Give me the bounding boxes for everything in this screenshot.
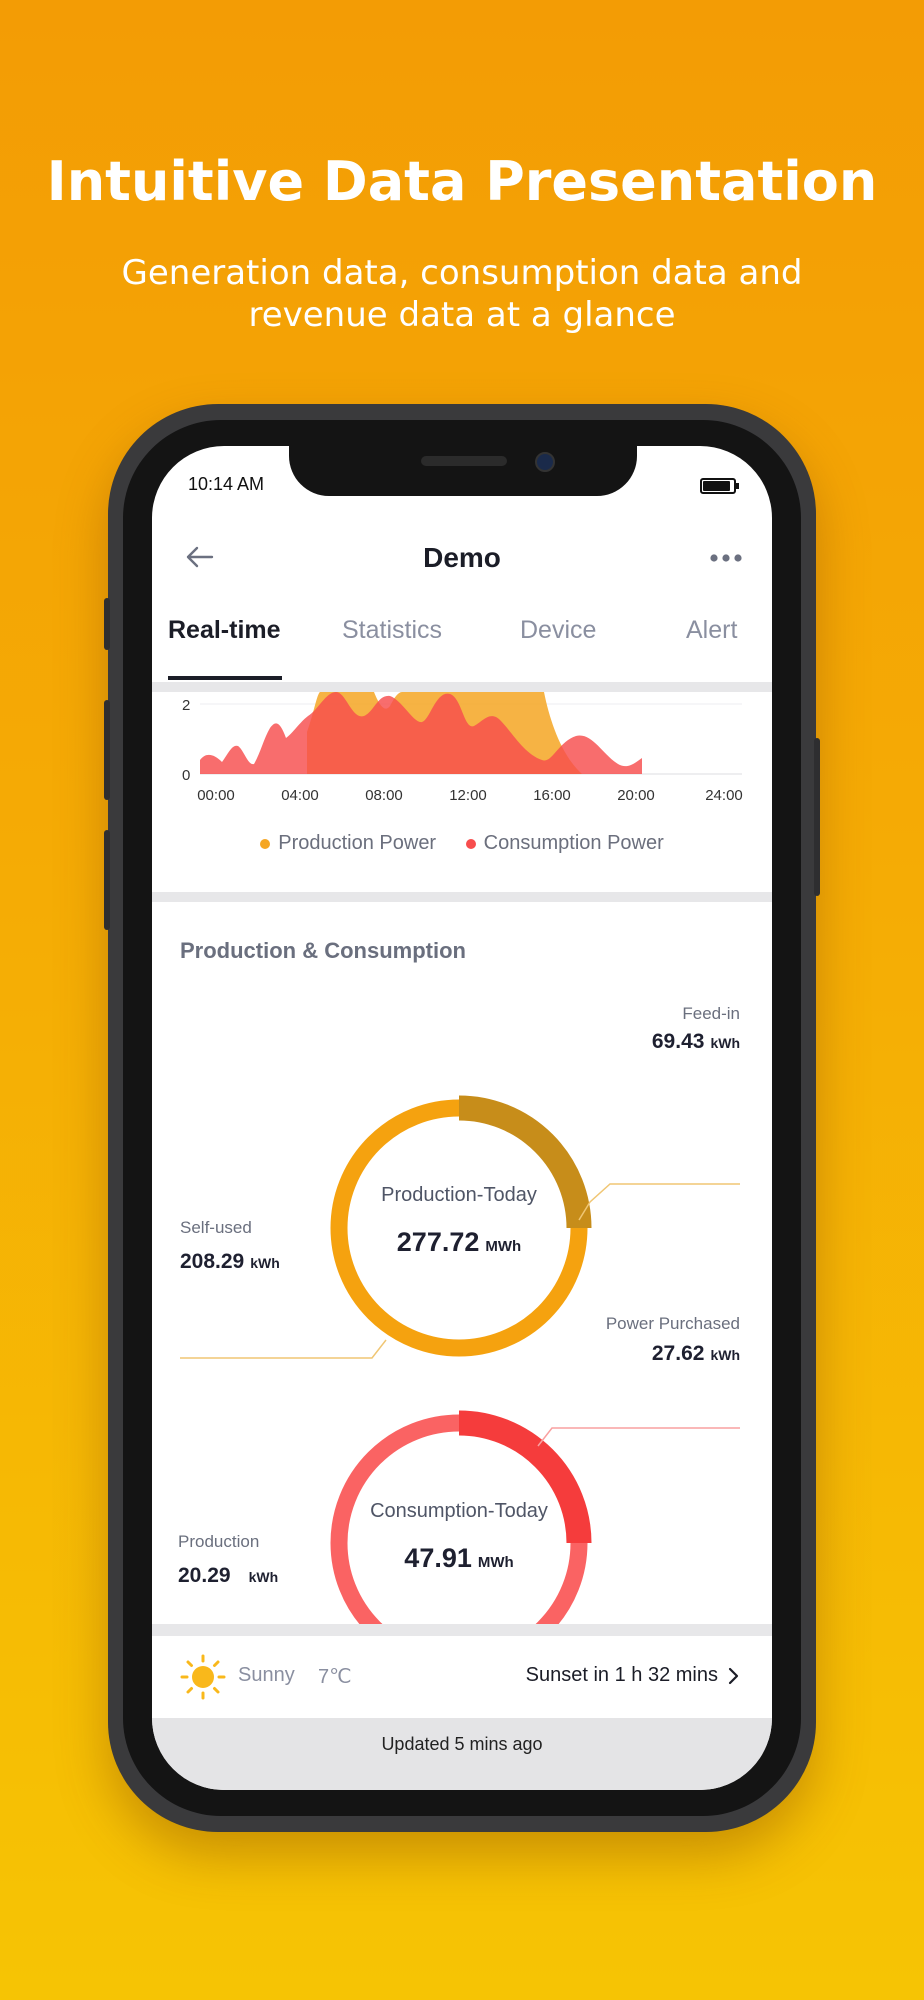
- x-tick-label: 12:00: [449, 787, 487, 804]
- power-purchased-label: Power Purchased: [605, 1314, 740, 1333]
- last-updated-text: Updated 5 mins ago: [381, 1734, 543, 1754]
- production-today-title: Production-Today: [381, 1184, 537, 1206]
- legend-consumption-power[interactable]: Consumption Power: [465, 832, 664, 855]
- consumption-today-value: 47.91 MWh: [404, 1543, 514, 1573]
- section-title-production-consumption: Production & Consumption: [180, 938, 466, 963]
- donut-charts: [180, 1095, 740, 1626]
- y-tick-label: 2: [182, 697, 190, 714]
- self-used-label: Self-used: [180, 1218, 252, 1237]
- purchased-leader-line: [537, 1427, 740, 1447]
- legend-dot-consumption: [465, 838, 476, 849]
- chevron-right-icon: [726, 1666, 740, 1686]
- sunset-countdown: Sunset in 1 h 32 mins: [525, 1664, 718, 1686]
- legend-dot-production: [260, 838, 271, 849]
- section-divider: [152, 892, 772, 902]
- status-time: 10:14 AM: [188, 474, 265, 494]
- tab-real-time[interactable]: Real-time: [168, 616, 281, 644]
- production-today-summary: Production-Today 277.72 MWh: [309, 1184, 609, 1258]
- section-divider: [152, 1624, 772, 1636]
- consumption-production-label: Production: [178, 1532, 260, 1551]
- phone-volume-up: [104, 700, 110, 800]
- power-chart: 2 0 00:00 04:00 08:00 12:00 16:00 20:00 …: [152, 692, 772, 862]
- tab-device[interactable]: Device: [520, 616, 597, 644]
- x-tick-label: 20:00: [617, 787, 655, 804]
- tab-statistics[interactable]: Statistics: [342, 616, 443, 644]
- tab-alert[interactable]: Alert: [686, 616, 738, 644]
- weather-temperature: 7℃: [318, 1666, 352, 1688]
- feed-in-leader-line: [578, 1183, 740, 1221]
- phone-volume-down: [104, 830, 110, 930]
- weather-row[interactable]: Sunny 7℃ Sunset in 1 h 32 mins: [152, 1636, 772, 1718]
- app-screen: 10:14 AM Demo Real-time Statistics Devic…: [152, 446, 772, 1790]
- phone-notch: [289, 446, 637, 496]
- promo-subline-2: revenue data at a glance: [248, 295, 676, 335]
- purchased-segment: [458, 1410, 592, 1544]
- front-camera: [535, 452, 555, 472]
- x-tick-label: 16:00: [533, 787, 571, 804]
- legend-production-power[interactable]: Production Power: [260, 832, 436, 855]
- speaker-grille: [421, 456, 507, 466]
- x-tick-label: 24:00: [705, 787, 743, 804]
- promo-subline-1: Generation data, consumption data and: [121, 253, 803, 293]
- production-today-value: 277.72 MWh: [396, 1227, 522, 1257]
- promo-subheadline: Generation data, consumption data and re…: [112, 252, 812, 336]
- y-tick-label: 0: [182, 767, 190, 784]
- feed-in-segment: [458, 1095, 592, 1229]
- tab-bar: Real-time Statistics Device Alert: [152, 606, 772, 668]
- active-tab-indicator: [168, 676, 282, 680]
- consumption-production-value: 20.29 kWh: [178, 1564, 279, 1587]
- weather-condition: Sunny: [238, 1664, 295, 1686]
- update-footer: Updated 5 mins ago: [152, 1718, 772, 1790]
- self-used-value: 208.29 kWh: [180, 1250, 280, 1273]
- x-tick-label: 04:00: [281, 787, 319, 804]
- battery-icon: [700, 478, 739, 494]
- phone-mute-switch: [104, 598, 110, 650]
- promo-headline: Intuitive Data Presentation: [46, 150, 878, 213]
- page-title: Demo: [423, 542, 501, 573]
- power-purchased-value: 27.62 kWh: [651, 1342, 740, 1365]
- phone-power-button: [814, 738, 820, 896]
- consumption-today-title: Consumption-Today: [370, 1500, 548, 1522]
- sun-icon: [180, 1654, 226, 1700]
- self-used-leader-line: [180, 1339, 387, 1359]
- more-horizontal-icon[interactable]: [706, 546, 746, 570]
- arrow-left-icon[interactable]: [180, 542, 220, 572]
- feed-in-label: Feed-in: [682, 1004, 740, 1023]
- x-tick-label: 00:00: [197, 787, 235, 804]
- consumption-power-area: [200, 692, 642, 774]
- section-divider: [152, 682, 772, 692]
- consumption-today-summary: Consumption-Today 47.91 MWh: [309, 1500, 609, 1574]
- feed-in-value: 69.43 kWh: [651, 1030, 740, 1053]
- chart-legend: Production Power Consumption Power: [152, 832, 772, 855]
- x-tick-label: 08:00: [365, 787, 403, 804]
